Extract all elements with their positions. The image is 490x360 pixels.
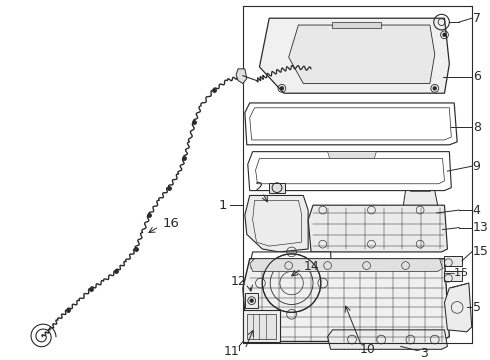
Circle shape	[433, 87, 436, 90]
Text: 3: 3	[420, 347, 428, 360]
Polygon shape	[243, 259, 449, 342]
Polygon shape	[245, 103, 457, 145]
Bar	[243, 310, 280, 342]
Text: 11: 11	[223, 345, 239, 358]
Text: 13: 13	[473, 221, 489, 234]
Bar	[247, 314, 276, 339]
Polygon shape	[250, 259, 442, 271]
Text: 9: 9	[473, 160, 481, 173]
Text: 5: 5	[473, 301, 481, 314]
Polygon shape	[248, 152, 451, 190]
Polygon shape	[245, 252, 335, 322]
Polygon shape	[260, 18, 449, 93]
Text: 10: 10	[360, 343, 376, 356]
Polygon shape	[289, 25, 435, 84]
Text: 6: 6	[473, 70, 481, 83]
Text: —15: —15	[444, 268, 469, 278]
Text: 15: 15	[473, 246, 489, 258]
Text: 16: 16	[162, 217, 179, 230]
Polygon shape	[333, 22, 381, 28]
Circle shape	[443, 33, 446, 36]
Bar	[269, 183, 285, 193]
Polygon shape	[403, 190, 438, 239]
Polygon shape	[328, 330, 447, 349]
Polygon shape	[328, 152, 376, 158]
Text: 1: 1	[219, 199, 227, 212]
Text: 4: 4	[473, 203, 481, 217]
Text: 8: 8	[473, 121, 481, 134]
Polygon shape	[245, 195, 308, 252]
Polygon shape	[308, 205, 447, 252]
Text: 7: 7	[473, 12, 481, 25]
Circle shape	[250, 299, 253, 302]
Polygon shape	[236, 69, 247, 84]
Text: 14: 14	[303, 260, 319, 273]
Bar	[245, 293, 259, 309]
Bar	[444, 271, 462, 281]
Text: 2: 2	[255, 181, 264, 194]
Circle shape	[280, 87, 283, 90]
Text: 12: 12	[231, 275, 247, 288]
Polygon shape	[444, 283, 472, 332]
Bar	[444, 256, 462, 266]
